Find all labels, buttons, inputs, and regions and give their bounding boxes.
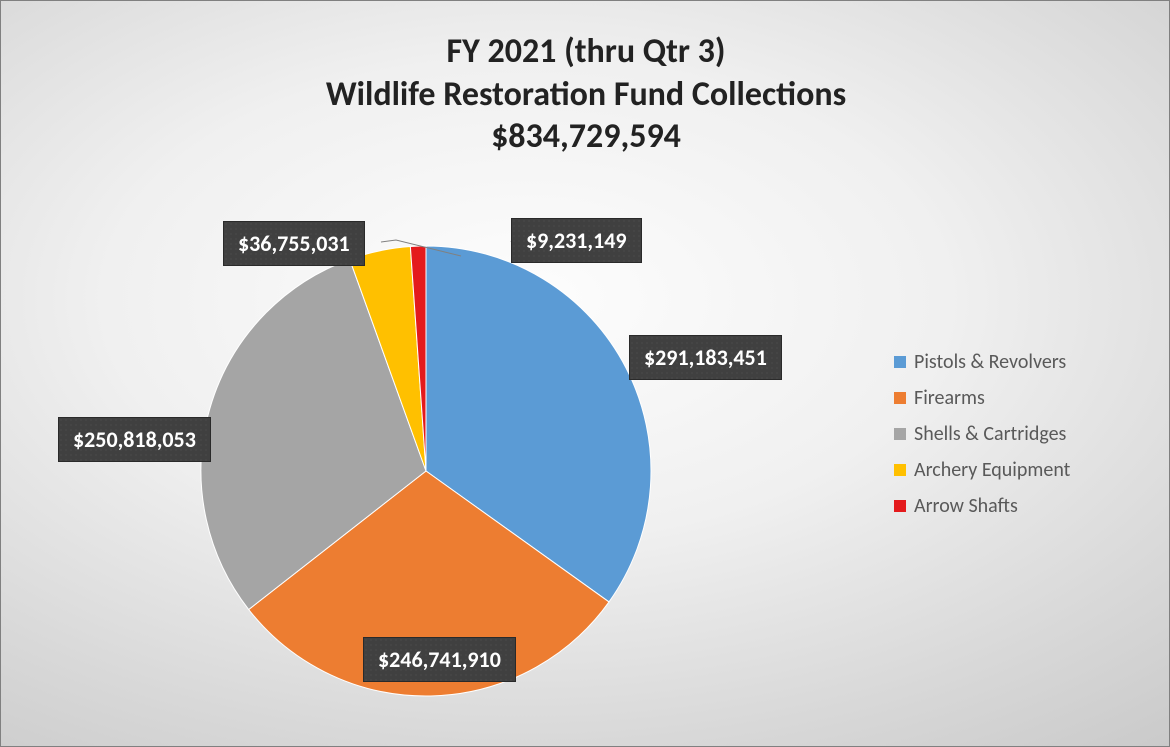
legend-label: Archery Equipment — [914, 460, 1070, 480]
chart-container: FY 2021 (thru Qtr 3) Wildlife Restoratio… — [0, 0, 1170, 747]
title-line-2: Wildlife Restoration Fund Collections — [1, 74, 1170, 117]
legend-swatch — [894, 428, 906, 440]
legend-swatch — [894, 356, 906, 368]
legend-item-archery-equipment: Archery Equipment — [894, 460, 1139, 480]
legend-item-firearms: Firearms — [894, 388, 1139, 408]
legend-item-shells-cartridges: Shells & Cartridges — [894, 424, 1139, 444]
data-label-pistols-revolvers: $291,183,451 — [629, 335, 782, 380]
legend-label: Arrow Shafts — [914, 496, 1018, 516]
title-line-3: $834,729,594 — [1, 116, 1170, 159]
legend-label: Shells & Cartridges — [914, 424, 1066, 444]
legend-swatch — [894, 464, 906, 476]
legend-item-arrow-shafts: Arrow Shafts — [894, 496, 1139, 516]
data-label-shells-cartridges: $250,818,053 — [58, 417, 211, 462]
data-label-archery-equipment: $36,755,031 — [223, 221, 365, 266]
data-label-arrow-shafts: $9,231,149 — [511, 218, 642, 263]
chart-title: FY 2021 (thru Qtr 3) Wildlife Restoratio… — [1, 31, 1170, 159]
data-label-firearms: $246,741,910 — [363, 637, 516, 682]
legend-item-pistols-revolvers: Pistols & Revolvers — [894, 352, 1139, 372]
legend-swatch — [894, 392, 906, 404]
legend-label: Pistols & Revolvers — [914, 352, 1066, 372]
legend-label: Firearms — [914, 388, 985, 408]
chart-legend: Pistols & Revolvers Firearms Shells & Ca… — [894, 336, 1139, 532]
legend-swatch — [894, 500, 906, 512]
pie-chart — [196, 241, 656, 701]
title-line-1: FY 2021 (thru Qtr 3) — [1, 31, 1170, 74]
